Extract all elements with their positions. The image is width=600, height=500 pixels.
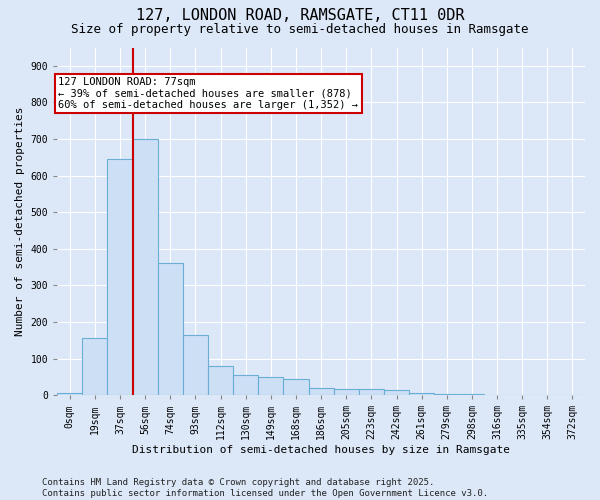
Bar xyxy=(359,389,384,395)
Bar xyxy=(460,394,484,395)
Bar xyxy=(183,335,208,395)
Bar xyxy=(57,394,82,395)
Bar xyxy=(283,378,308,395)
Bar xyxy=(434,394,460,395)
Text: 127, LONDON ROAD, RAMSGATE, CT11 0DR: 127, LONDON ROAD, RAMSGATE, CT11 0DR xyxy=(136,8,464,22)
Text: Contains HM Land Registry data © Crown copyright and database right 2025.
Contai: Contains HM Land Registry data © Crown c… xyxy=(42,478,488,498)
Bar xyxy=(233,375,258,395)
Bar xyxy=(107,159,133,395)
Bar xyxy=(158,264,183,395)
Bar xyxy=(82,338,107,395)
Bar xyxy=(208,366,233,395)
Bar xyxy=(133,139,158,395)
Bar xyxy=(334,388,359,395)
Text: 127 LONDON ROAD: 77sqm
← 39% of semi-detached houses are smaller (878)
60% of se: 127 LONDON ROAD: 77sqm ← 39% of semi-det… xyxy=(58,77,358,110)
Bar xyxy=(258,377,283,395)
Text: Size of property relative to semi-detached houses in Ramsgate: Size of property relative to semi-detach… xyxy=(71,22,529,36)
Bar xyxy=(409,394,434,395)
Y-axis label: Number of semi-detached properties: Number of semi-detached properties xyxy=(15,106,25,336)
Bar xyxy=(384,390,409,395)
X-axis label: Distribution of semi-detached houses by size in Ramsgate: Distribution of semi-detached houses by … xyxy=(132,445,510,455)
Bar xyxy=(308,388,334,395)
